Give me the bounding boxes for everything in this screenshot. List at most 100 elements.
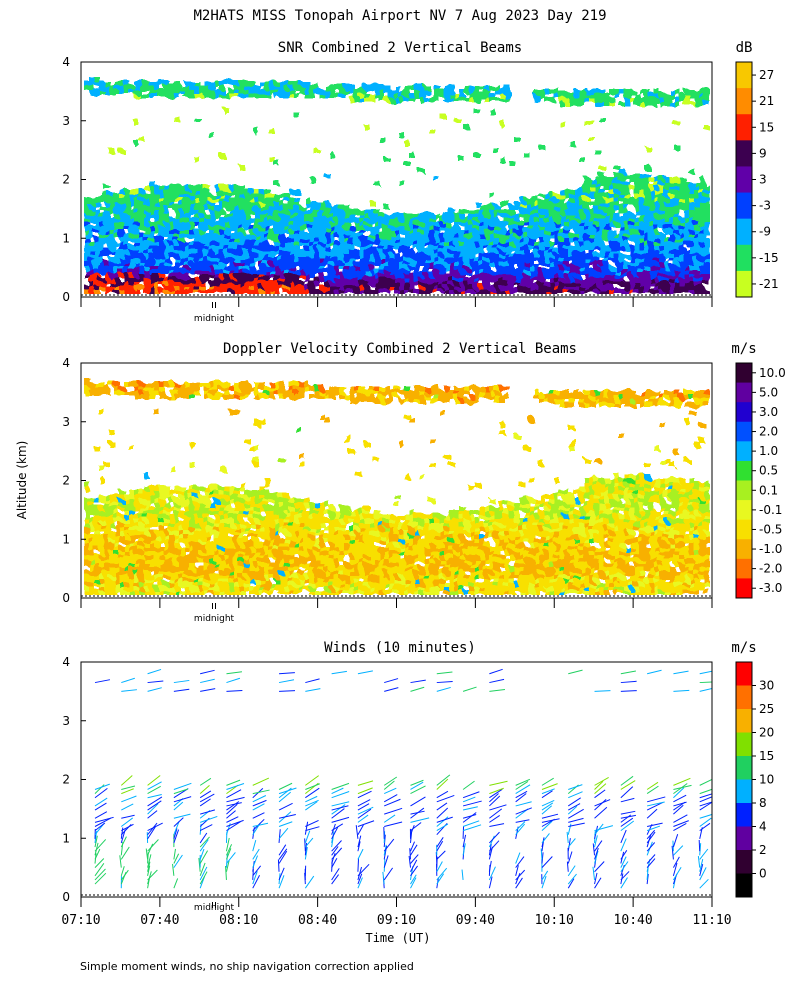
vel-cell [254, 458, 260, 463]
snr-cell [269, 129, 275, 134]
snr-cell [704, 125, 710, 130]
snr-y-tick-label: 3 [62, 114, 70, 128]
vel-cell [239, 482, 245, 487]
snr-cell [379, 137, 385, 142]
snr-cell [309, 177, 315, 182]
vel-cell [129, 446, 135, 451]
velocity-panel-title: Doppler Velocity Combined 2 Vertical Bea… [223, 341, 577, 357]
snr-cell [239, 165, 245, 170]
snr-cell [394, 85, 400, 90]
vel-cell [94, 446, 100, 451]
snr-cell [524, 153, 530, 158]
snr-plot-area [84, 77, 710, 294]
snr-cell [219, 153, 225, 158]
snr-cell [134, 121, 140, 126]
snr-cell [384, 157, 390, 162]
snr-cell [374, 181, 380, 186]
snr-y-tick-label: 0 [62, 290, 70, 304]
snr-colorbar-swatch [736, 88, 752, 115]
snr-cell [204, 185, 210, 190]
vel-cell [254, 446, 260, 451]
snr-cell [429, 129, 435, 134]
snr-cell [454, 117, 460, 122]
snr-cell [104, 185, 110, 190]
snr-cell [499, 121, 505, 126]
vel-cell [244, 438, 250, 443]
vel-cell [364, 442, 370, 447]
vel-cell [169, 466, 175, 471]
vel-cell [99, 410, 105, 415]
snr-cell [459, 157, 465, 162]
vel-cell [294, 426, 300, 431]
snr-cell [489, 193, 495, 198]
snr-cell [294, 189, 300, 194]
snr-cell [644, 165, 650, 170]
snr-cell [409, 153, 415, 158]
snr-cell [674, 145, 680, 150]
snr-cell [109, 149, 115, 154]
vel-cell [354, 470, 360, 475]
snr-cell [539, 145, 545, 150]
vel-cell [344, 434, 350, 439]
vel-cell [109, 430, 115, 435]
snr-cell [324, 173, 330, 178]
vel-cell [84, 482, 90, 487]
snr-cell [209, 133, 215, 138]
snr-cell [294, 113, 300, 118]
snr-cell [569, 141, 575, 146]
vel-cell [154, 410, 160, 415]
snr-cell [474, 109, 480, 114]
vel-cell [219, 466, 225, 471]
snr-cell [384, 205, 390, 210]
snr-colorbar-swatch [736, 271, 752, 298]
snr-cell [314, 149, 320, 154]
snr-cell [559, 121, 565, 126]
snr-cell [194, 157, 200, 162]
vel-cell [109, 442, 115, 447]
snr-cell [699, 177, 705, 182]
snr-cell [449, 85, 455, 90]
snr-heatmap [84, 77, 710, 294]
snr-colorbar-swatch [736, 114, 752, 141]
snr-cell [509, 161, 515, 166]
snr-cell [419, 169, 425, 174]
snr-cell [224, 109, 230, 114]
snr-cell [464, 125, 470, 130]
snr-y-tick-label: 4 [62, 55, 70, 69]
snr-colorbar-label: -21 [759, 277, 779, 291]
snr-colorbar-label: 21 [759, 94, 774, 108]
snr-colorbar-label: -9 [759, 225, 771, 239]
snr-colorbar-label: 15 [759, 120, 774, 134]
snr-cell [424, 85, 430, 90]
velocity-heatmap [84, 378, 710, 595]
snr-colorbar-label: 3 [759, 173, 767, 187]
snr-colorbar-swatch [736, 219, 752, 246]
snr-cell [474, 153, 480, 158]
snr-cell [704, 289, 710, 294]
figure-title: M2HATS MISS Tonopah Airport NV 7 Aug 202… [193, 8, 606, 24]
snr-cell [704, 237, 710, 242]
snr-cell [594, 149, 600, 154]
snr-cell [119, 149, 125, 154]
snr-cell [644, 145, 650, 150]
vel-cell [299, 462, 305, 467]
snr-colorbar-swatch [736, 245, 752, 272]
snr-colorbar-swatch [736, 166, 752, 193]
snr-cell [489, 109, 495, 114]
snr-cell [674, 121, 680, 126]
velocity-plot-area [84, 378, 710, 595]
snr-colorbar-unit: dB [736, 40, 753, 56]
snr-colorbar-label: -3 [759, 199, 771, 213]
snr-cell [589, 121, 595, 126]
vel-cell [324, 418, 330, 423]
snr-cell [434, 177, 440, 182]
snr-cell [499, 157, 505, 162]
vel-cell [264, 478, 270, 483]
snr-panel-title: SNR Combined 2 Vertical Beams [278, 40, 522, 56]
snr-cell [174, 117, 180, 122]
vel-cell [349, 450, 355, 455]
snr-cell [404, 161, 410, 166]
snr-colorbar-swatch [736, 140, 752, 167]
snr-cell [704, 185, 710, 190]
snr-cell [274, 161, 280, 166]
